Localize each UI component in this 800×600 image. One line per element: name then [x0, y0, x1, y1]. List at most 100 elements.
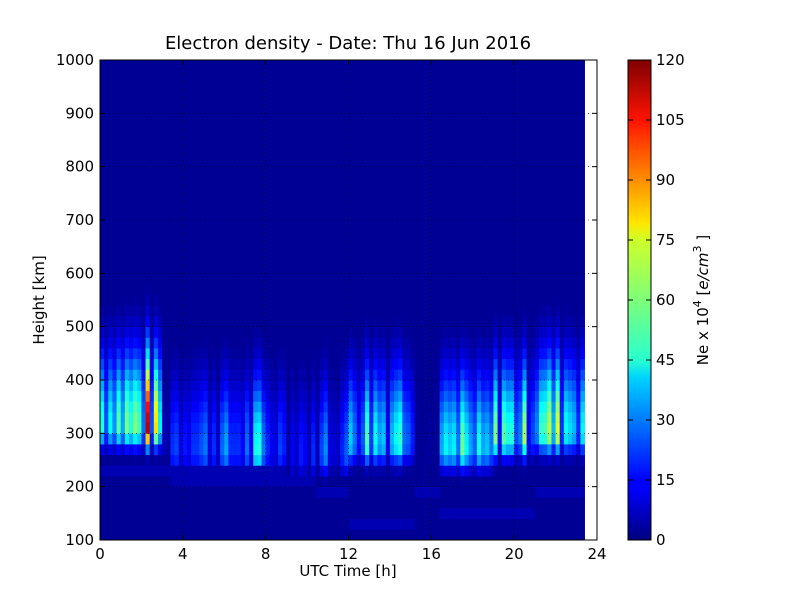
heatmap-cell: [423, 156, 428, 168]
heatmap-cell: [128, 220, 134, 232]
heatmap-cell: [112, 241, 117, 253]
heatmap-cell: [472, 497, 478, 509]
heatmap-cell: [290, 401, 296, 413]
heatmap-cell: [427, 465, 432, 477]
heatmap-cell: [539, 156, 544, 168]
heatmap-cell: [120, 486, 126, 498]
heatmap-cell: [120, 124, 126, 136]
heatmap-cell: [133, 262, 138, 274]
heatmap-cell: [220, 241, 225, 253]
heatmap-cell: [414, 497, 420, 509]
heatmap-cell: [377, 390, 383, 402]
heatmap-cell: [452, 60, 457, 72]
heatmap-cell: [174, 230, 180, 242]
heatmap-cell: [394, 92, 399, 104]
heatmap-cell: [394, 124, 399, 136]
heatmap-cell: [369, 369, 374, 381]
heatmap-cell: [530, 273, 536, 285]
heatmap-cell: [518, 454, 523, 466]
heatmap-cell: [373, 422, 378, 434]
heatmap-cell: [178, 113, 184, 125]
heatmap-cell: [137, 422, 142, 434]
heatmap-cell: [406, 102, 412, 114]
heatmap-cell: [253, 166, 258, 178]
heatmap-cell: [240, 444, 246, 456]
heatmap-cell: [555, 134, 561, 146]
heatmap-cell: [385, 70, 391, 82]
heatmap-cell: [460, 369, 465, 381]
heatmap-cell: [286, 60, 291, 72]
heatmap-cell: [352, 156, 358, 168]
heatmap-cell: [195, 156, 200, 168]
heatmap-cell: [534, 156, 540, 168]
heatmap-cell: [406, 518, 412, 530]
heatmap-cell: [319, 230, 325, 242]
heatmap-cell: [315, 412, 320, 424]
heatmap-cell: [501, 444, 507, 456]
heatmap-cell: [493, 433, 498, 445]
heatmap-cell: [170, 145, 175, 157]
heatmap-cell: [133, 209, 138, 221]
heatmap-cell: [244, 220, 250, 232]
heatmap-cell: [311, 433, 316, 445]
heatmap-cell: [211, 422, 217, 434]
heatmap-cell: [249, 124, 254, 136]
heatmap-cell: [128, 369, 134, 381]
heatmap-cell: [377, 348, 383, 360]
heatmap-cell: [294, 124, 300, 136]
heatmap-cell: [468, 102, 474, 114]
heatmap-cell: [220, 177, 225, 189]
heatmap-cell: [220, 390, 225, 402]
heatmap-cell: [398, 220, 403, 232]
heatmap-cell: [215, 476, 221, 488]
heatmap-cell: [153, 124, 159, 136]
heatmap-cell: [493, 401, 498, 413]
heatmap-cell: [112, 380, 117, 392]
heatmap-cell: [319, 284, 325, 296]
heatmap-cell: [389, 326, 395, 338]
heatmap-cell: [460, 166, 465, 178]
heatmap-cell: [191, 209, 196, 221]
heatmap-cell: [414, 454, 420, 466]
heatmap-cell: [195, 369, 200, 381]
heatmap-cell: [522, 390, 527, 402]
heatmap-cell: [389, 102, 395, 114]
heatmap-cell: [547, 518, 552, 530]
heatmap-cell: [240, 220, 246, 232]
heatmap-cell: [108, 508, 113, 520]
heatmap-cell: [518, 337, 523, 349]
heatmap-cell: [253, 156, 258, 168]
heatmap-cell: [406, 124, 412, 136]
heatmap-cell: [257, 284, 262, 296]
heatmap-cell: [514, 390, 519, 402]
heatmap-cell: [178, 486, 184, 498]
heatmap-cell: [228, 412, 233, 424]
heatmap-cell: [153, 81, 159, 93]
heatmap-cell: [249, 380, 254, 392]
heatmap-cell: [522, 348, 527, 360]
heatmap-cell: [186, 198, 192, 210]
heatmap-cell: [456, 220, 461, 232]
heatmap-cell: [456, 177, 461, 189]
heatmap-cell: [257, 486, 262, 498]
heatmap-cell: [522, 102, 527, 114]
heatmap-cell: [220, 454, 225, 466]
heatmap-cell: [389, 177, 395, 189]
heatmap-cell: [534, 198, 540, 210]
heatmap-cell: [133, 273, 138, 285]
heatmap-cell: [108, 92, 113, 104]
heatmap-cell: [249, 433, 254, 445]
heatmap-cell: [468, 198, 474, 210]
heatmap-cell: [265, 358, 271, 370]
heatmap-cell: [352, 476, 358, 488]
heatmap-cell: [460, 294, 465, 306]
heatmap-cell: [162, 348, 167, 360]
heatmap-cell: [100, 102, 105, 114]
heatmap-cell: [481, 486, 486, 498]
heatmap-cell: [191, 390, 196, 402]
heatmap-cell: [555, 401, 561, 413]
heatmap-cell: [182, 262, 188, 274]
heatmap-cell: [543, 422, 548, 434]
heatmap-cell: [133, 230, 138, 242]
heatmap-cell: [240, 305, 246, 317]
